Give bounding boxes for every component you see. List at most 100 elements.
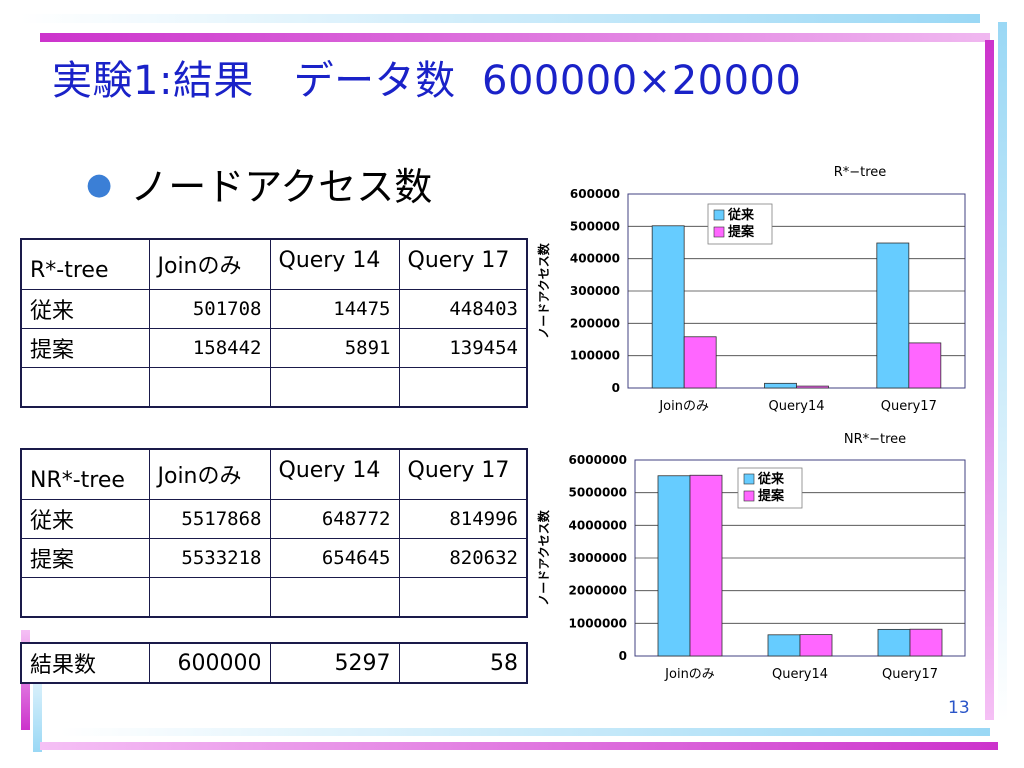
bar-proposed [689, 474, 723, 657]
bar-conventional [767, 634, 801, 657]
y-tick-label: 1000000 [569, 616, 627, 630]
table-row-empty [20, 576, 528, 618]
y-tick-label: 5000000 [569, 486, 627, 500]
table-row: 提案 5533218 654645 820632 [20, 537, 528, 578]
nrtree-bar-chart: NR*−tree ノードアクセス数 0 1000000 2000000 3000000 40… [536, 432, 966, 682]
table-cell: 58 [398, 642, 528, 684]
bar-conventional [764, 382, 797, 389]
row-label: 結果数 [20, 642, 150, 684]
slide-title: 実験1:結果 データ数 600000×20000 [52, 58, 802, 104]
table-header-cell: Query 14 [269, 238, 400, 290]
table-header-cell: Joinのみ [148, 448, 271, 500]
table-cell: 5891 [269, 327, 400, 368]
table-cell: 600000 [148, 642, 271, 684]
bar-proposed [908, 342, 942, 389]
x-tick-label: Query14 [772, 667, 828, 682]
y-tick-label: 0 [612, 381, 620, 395]
right-bar-pink [985, 40, 994, 720]
chart-title: NR*−tree [844, 432, 906, 447]
left-bar-blue [33, 640, 42, 752]
x-tick-label: Joinのみ [658, 399, 709, 414]
y-tick-label: 200000 [570, 316, 620, 330]
top-bar-blue [20, 14, 980, 23]
page-number: 13 [948, 698, 970, 718]
legend-label: 従来 [727, 207, 755, 223]
legend-label: 提案 [728, 224, 755, 240]
table-row-empty [20, 366, 528, 408]
row-label: 従来 [20, 498, 150, 539]
y-axis-label: ノードアクセス数 [536, 509, 551, 605]
bottom-bar-blue [60, 728, 990, 736]
rtree-table: R*-tree Joinのみ Query 14 Query 17 従来 5017… [20, 238, 528, 408]
legend-label: 提案 [758, 488, 785, 504]
bar-proposed [799, 634, 833, 657]
table-cell-empty [398, 576, 528, 618]
top-bar-pink [40, 33, 990, 42]
y-tick-label: 600000 [570, 187, 620, 201]
table-cell: 14475 [269, 288, 400, 329]
table-cell-empty [269, 366, 400, 408]
table-cell: 648772 [269, 498, 400, 539]
bullet-item: ● ノードアクセス数 [86, 156, 432, 211]
bar-conventional [657, 475, 691, 657]
table-cell-empty [20, 366, 150, 408]
legend-swatch [713, 209, 725, 221]
table-header-cell: Query 17 [398, 448, 528, 500]
table-cell: 158442 [148, 327, 271, 368]
rtree-bar-chart: R*−tree ノードアクセス数 0 100000 200000 300000 400000… [536, 165, 966, 414]
row-label: 提案 [20, 537, 150, 578]
table-header-cell: Query 14 [269, 448, 400, 500]
table-cell: 5297 [269, 642, 400, 684]
right-bar-blue [998, 22, 1007, 722]
nrtree-table: NR*-tree Joinのみ Query 14 Query 17 従来 551… [20, 448, 528, 618]
table-header-row: R*-tree Joinのみ Query 14 Query 17 [20, 238, 528, 290]
y-tick-label: 6000000 [569, 453, 627, 467]
table-cell: 654645 [269, 537, 400, 578]
row-label: 従来 [20, 288, 150, 329]
bar-proposed [683, 336, 717, 389]
table-header-cell: Query 17 [398, 238, 528, 290]
table-row: 結果数 600000 5297 58 [20, 642, 528, 684]
x-tick-label: Query14 [768, 399, 824, 414]
table-header-cell: NR*-tree [20, 448, 150, 500]
y-tick-label: 0 [619, 649, 627, 663]
y-tick-label: 4000000 [569, 518, 627, 532]
table-cell: 448403 [398, 288, 528, 329]
x-tick-label: Joinのみ [664, 667, 715, 682]
bar-conventional [877, 628, 911, 657]
legend-swatch [743, 490, 755, 502]
table-row: 提案 158442 5891 139454 [20, 327, 528, 368]
table-header-row: NR*-tree Joinのみ Query 14 Query 17 [20, 448, 528, 500]
table-cell-empty [20, 576, 150, 618]
chart-title: R*−tree [834, 165, 887, 180]
bullet-icon: ● [86, 167, 113, 202]
table-cell-empty [398, 366, 528, 408]
table-header-cell: Joinのみ [148, 238, 271, 290]
bar-conventional [876, 242, 910, 389]
y-tick-label: 100000 [570, 349, 620, 363]
table-cell-empty [148, 366, 271, 408]
x-tick-label: Query17 [882, 667, 938, 682]
y-tick-label: 300000 [570, 284, 620, 298]
y-tick-label: 3000000 [569, 551, 627, 565]
legend-label: 従来 [757, 471, 785, 487]
bar-proposed [796, 385, 829, 389]
table-cell: 5533218 [148, 537, 271, 578]
table-cell: 139454 [398, 327, 528, 368]
bullet-text: ノードアクセス数 [130, 165, 433, 209]
bar-proposed [909, 628, 943, 657]
table-row: 従来 501708 14475 448403 [20, 288, 528, 329]
table-cell-empty [148, 576, 271, 618]
table-cell: 5517868 [148, 498, 271, 539]
table-cell: 820632 [398, 537, 528, 578]
legend-swatch [743, 473, 755, 485]
table-row: 従来 5517868 648772 814996 [20, 498, 528, 539]
legend-swatch [713, 226, 725, 238]
table-header-cell: R*-tree [20, 238, 150, 290]
table-cell-empty [269, 576, 400, 618]
bar-conventional [651, 225, 685, 389]
y-tick-label: 2000000 [569, 584, 627, 598]
x-tick-label: Query17 [881, 399, 937, 414]
